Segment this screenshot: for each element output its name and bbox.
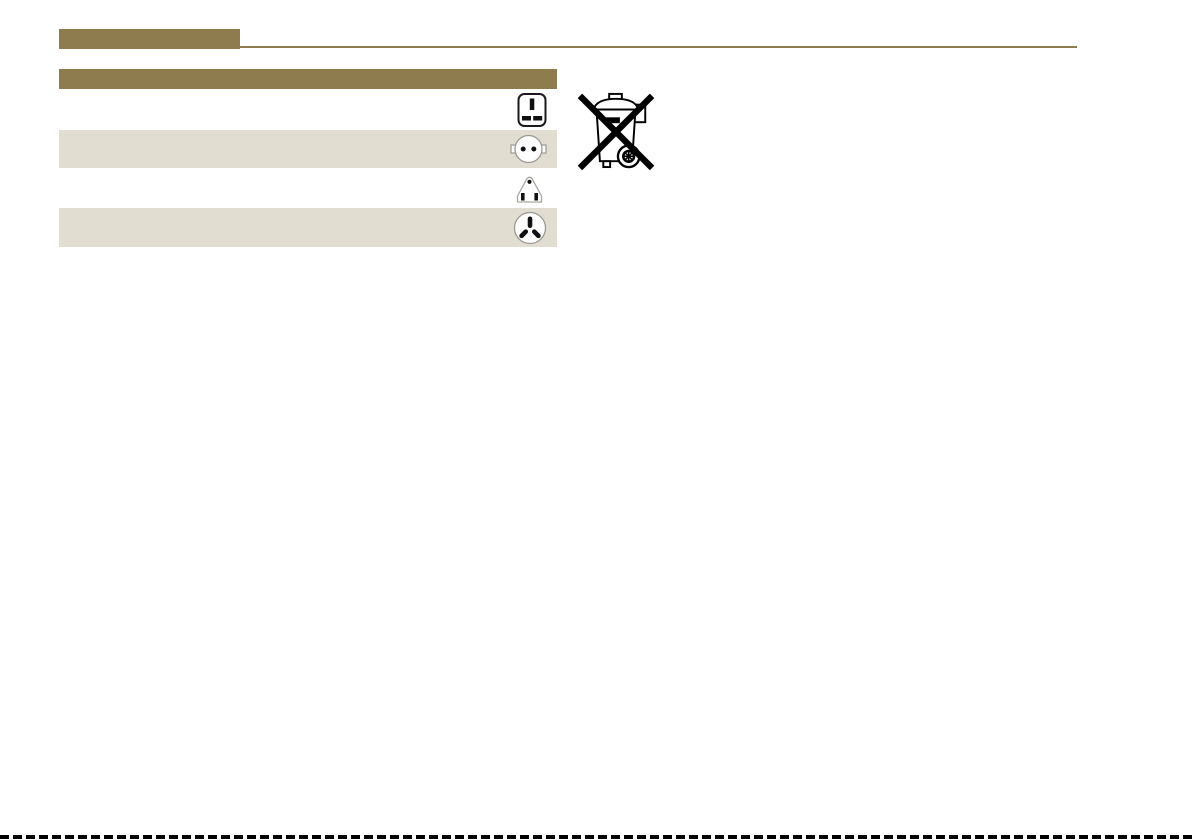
table-row (59, 208, 557, 247)
header-divider-line (240, 46, 1077, 48)
plug-type-table (59, 69, 557, 247)
plug-table-header-row (59, 69, 557, 89)
uk-plug-socket-icon (517, 92, 547, 127)
page-cut-dashed-line (0, 835, 1192, 839)
chinese-plug-icon (513, 211, 547, 245)
europlug-socket-icon (510, 134, 547, 164)
table-row (59, 168, 557, 208)
table-row (59, 130, 557, 168)
table-row (59, 89, 557, 130)
page-title-bar (59, 29, 240, 49)
weee-crossed-out-wheeled-bin-icon (577, 86, 655, 174)
australian-plug-icon (512, 173, 547, 204)
